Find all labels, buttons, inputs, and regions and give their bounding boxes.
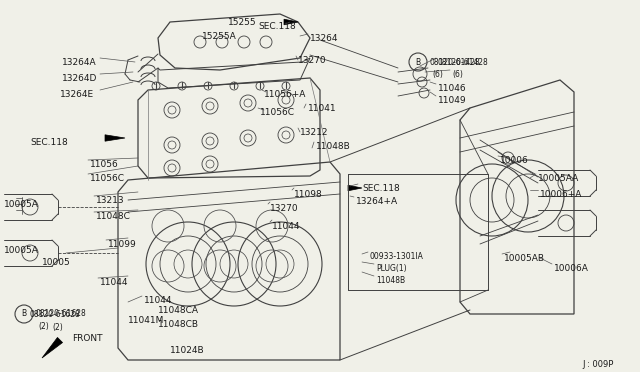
Text: 11048B: 11048B (316, 142, 351, 151)
Text: 13264E: 13264E (60, 90, 94, 99)
Text: B: B (415, 58, 420, 67)
Text: 11056C: 11056C (90, 174, 125, 183)
Text: 11048CA: 11048CA (158, 306, 199, 315)
Text: SEC.118: SEC.118 (362, 184, 400, 193)
Text: 08120-61428: 08120-61428 (429, 58, 480, 67)
Text: 11056: 11056 (90, 160, 119, 169)
Text: 11048B: 11048B (376, 276, 405, 285)
Text: 11048C: 11048C (96, 212, 131, 221)
Text: 13264+A: 13264+A (356, 197, 398, 206)
Text: 10005AB: 10005AB (504, 254, 545, 263)
Text: 13264: 13264 (310, 34, 339, 43)
Text: 10005A: 10005A (4, 246, 39, 255)
Text: 13270: 13270 (298, 56, 326, 65)
Text: 08120-61628: 08120-61628 (35, 310, 86, 318)
Text: 10006: 10006 (500, 156, 529, 165)
Text: 10006A: 10006A (554, 264, 589, 273)
Text: 11041: 11041 (308, 104, 337, 113)
Text: 11044: 11044 (144, 296, 173, 305)
Text: (2): (2) (38, 321, 49, 330)
Text: 11098: 11098 (294, 190, 323, 199)
Text: 10005AA: 10005AA (538, 174, 579, 183)
Text: 11041M: 11041M (128, 316, 164, 325)
Text: (2): (2) (52, 323, 63, 332)
Text: PLUG(1): PLUG(1) (376, 264, 406, 273)
Text: 15255: 15255 (228, 18, 257, 27)
Text: 10005: 10005 (42, 258, 71, 267)
Polygon shape (348, 185, 362, 191)
Text: FRONT: FRONT (72, 334, 102, 343)
Text: 11099: 11099 (108, 240, 137, 249)
Text: 11024B: 11024B (170, 346, 205, 355)
Polygon shape (42, 337, 63, 358)
Text: SEC.118: SEC.118 (259, 22, 296, 31)
Text: 11048CB: 11048CB (158, 320, 199, 329)
Text: (6): (6) (432, 70, 443, 78)
Text: B: B (21, 310, 27, 318)
Text: 11056C: 11056C (260, 108, 295, 117)
Text: 13264A: 13264A (62, 58, 97, 67)
Text: 08120-61428: 08120-61428 (438, 58, 489, 67)
Text: 11056+A: 11056+A (264, 90, 307, 99)
Text: 11049: 11049 (438, 96, 467, 105)
Text: 13270: 13270 (270, 204, 299, 213)
Text: 15255A: 15255A (202, 32, 237, 41)
Text: 10005A: 10005A (4, 200, 39, 209)
Text: 13213: 13213 (96, 196, 125, 205)
Text: 11044: 11044 (100, 278, 129, 287)
Polygon shape (105, 135, 125, 141)
Text: 11044: 11044 (272, 222, 301, 231)
Text: 00933-1301IA: 00933-1301IA (370, 252, 424, 261)
Text: 10006+A: 10006+A (540, 190, 582, 199)
Text: J : 009P: J : 009P (582, 360, 613, 369)
Text: SEC.118: SEC.118 (30, 138, 68, 147)
Polygon shape (284, 19, 298, 25)
Text: (6): (6) (452, 70, 463, 79)
Text: 11046: 11046 (438, 84, 467, 93)
Text: 08120-61628: 08120-61628 (30, 310, 81, 319)
Text: 13212: 13212 (300, 128, 328, 137)
Text: 13264D: 13264D (62, 74, 97, 83)
